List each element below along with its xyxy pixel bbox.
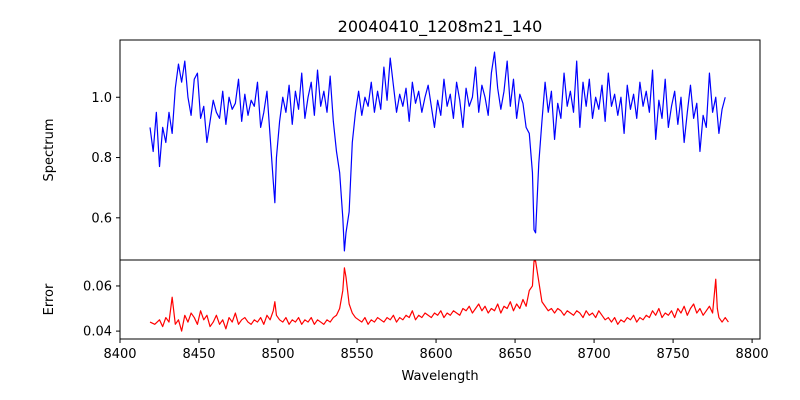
error-y-tick-label: 0.06 — [83, 279, 112, 294]
spectrum-y-tick-label: 1.0 — [91, 91, 112, 106]
error-line — [149, 260, 729, 332]
x-tick-label: 8500 — [261, 347, 294, 362]
x-tick-label: 8650 — [499, 347, 532, 362]
x-tick-label: 8400 — [103, 347, 136, 362]
x-tick-label: 8550 — [340, 347, 373, 362]
error-axes-frame — [119, 259, 761, 340]
spectrum-axes-frame — [119, 39, 761, 261]
x-axis-title: Wavelength — [401, 369, 478, 384]
error-y-tick-label: 0.04 — [83, 325, 112, 340]
x-tick-label: 8600 — [420, 347, 453, 362]
error-y-axis-title: Error — [42, 283, 57, 315]
chart-title: 20040410_1208m21_140 — [338, 17, 543, 37]
x-tick-label: 8450 — [182, 347, 215, 362]
spectrum-line — [149, 51, 726, 252]
x-tick-label: 8700 — [578, 347, 611, 362]
spectrum-panel: 0.6 0.8 1.0 Spectrum — [42, 39, 761, 261]
spectrum-y-axis-title: Spectrum — [42, 119, 57, 182]
x-tick-label: 8750 — [657, 347, 690, 362]
x-tick-label: 8800 — [736, 347, 769, 362]
spectrum-y-tick-label: 0.6 — [91, 211, 112, 226]
error-panel: 0.04 0.06 Error 8400 8450 8500 8550 8600 8650 870… — [42, 259, 769, 362]
spectrum-y-tick-label: 0.8 — [91, 151, 112, 166]
